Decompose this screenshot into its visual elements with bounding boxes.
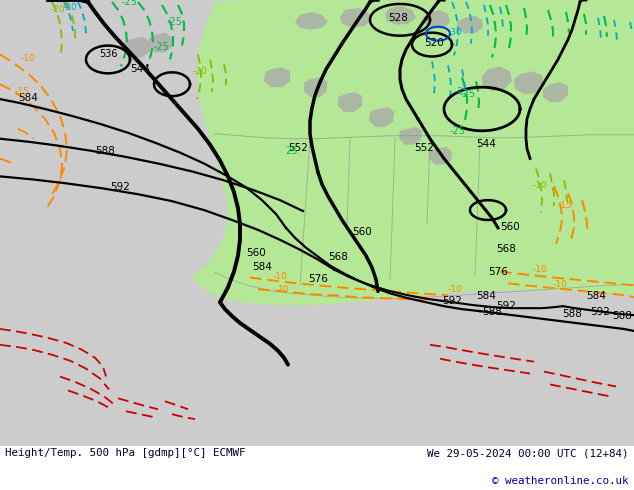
- Polygon shape: [457, 16, 483, 34]
- Polygon shape: [149, 33, 172, 52]
- Text: 588: 588: [562, 309, 582, 319]
- Text: 584: 584: [252, 262, 272, 271]
- Text: -10: -10: [448, 285, 462, 294]
- Text: 588: 588: [95, 146, 115, 156]
- Text: -30: -30: [63, 3, 77, 12]
- Text: 592: 592: [496, 301, 516, 311]
- Text: 544: 544: [476, 139, 496, 148]
- Text: -30: -30: [448, 27, 462, 37]
- Text: 560: 560: [352, 227, 372, 237]
- Polygon shape: [304, 77, 327, 97]
- Polygon shape: [316, 0, 634, 236]
- Text: © weatheronline.co.uk: © weatheronline.co.uk: [493, 476, 629, 486]
- Text: 10: 10: [278, 285, 290, 294]
- Text: 520: 520: [424, 38, 444, 48]
- Polygon shape: [429, 147, 452, 165]
- Text: 528: 528: [388, 13, 408, 23]
- Polygon shape: [369, 107, 394, 127]
- Polygon shape: [340, 8, 372, 28]
- Text: -15: -15: [558, 201, 573, 210]
- Text: -25: -25: [154, 42, 170, 51]
- Text: 588: 588: [482, 307, 502, 317]
- Text: -15: -15: [15, 87, 29, 96]
- Polygon shape: [264, 68, 290, 87]
- Text: 568: 568: [328, 251, 348, 262]
- Text: 592: 592: [110, 182, 130, 192]
- Text: -10: -10: [21, 54, 36, 63]
- Polygon shape: [423, 10, 450, 29]
- Text: 588: 588: [612, 311, 632, 321]
- Text: 592: 592: [590, 307, 610, 317]
- Text: -25: -25: [455, 87, 469, 96]
- Text: 536: 536: [99, 49, 117, 59]
- Text: 560: 560: [500, 222, 520, 232]
- Polygon shape: [514, 72, 544, 94]
- Polygon shape: [543, 82, 568, 102]
- Text: 576: 576: [488, 268, 508, 277]
- Text: -25: -25: [450, 126, 466, 136]
- Text: 576: 576: [308, 274, 328, 284]
- Polygon shape: [124, 37, 150, 57]
- Text: -10: -10: [553, 280, 567, 290]
- Text: -25: -25: [460, 89, 476, 99]
- Text: 584: 584: [18, 93, 38, 103]
- Text: -25: -25: [122, 0, 138, 7]
- Text: 544: 544: [130, 64, 150, 74]
- Text: Height/Temp. 500 hPa [gdmp][°C] ECMWF: Height/Temp. 500 hPa [gdmp][°C] ECMWF: [5, 448, 245, 458]
- Text: 560: 560: [246, 247, 266, 258]
- Polygon shape: [385, 6, 416, 25]
- Polygon shape: [482, 66, 512, 91]
- Polygon shape: [295, 12, 328, 30]
- Text: 568: 568: [496, 244, 516, 254]
- Text: We 29-05-2024 00:00 UTC (12+84): We 29-05-2024 00:00 UTC (12+84): [427, 448, 629, 458]
- Text: 592: 592: [442, 296, 462, 306]
- Text: -25: -25: [167, 17, 183, 27]
- Text: -10: -10: [533, 181, 547, 190]
- Polygon shape: [192, 0, 634, 305]
- Text: -20: -20: [193, 67, 207, 76]
- Text: -10: -10: [273, 272, 287, 281]
- Polygon shape: [338, 92, 362, 112]
- Text: -10: -10: [533, 265, 547, 273]
- Text: 584: 584: [586, 291, 606, 301]
- Text: 552: 552: [288, 143, 308, 152]
- Polygon shape: [399, 127, 422, 145]
- Text: 552: 552: [414, 143, 434, 152]
- Text: 584: 584: [476, 291, 496, 301]
- Text: -20: -20: [51, 5, 65, 14]
- Text: 25: 25: [286, 146, 298, 156]
